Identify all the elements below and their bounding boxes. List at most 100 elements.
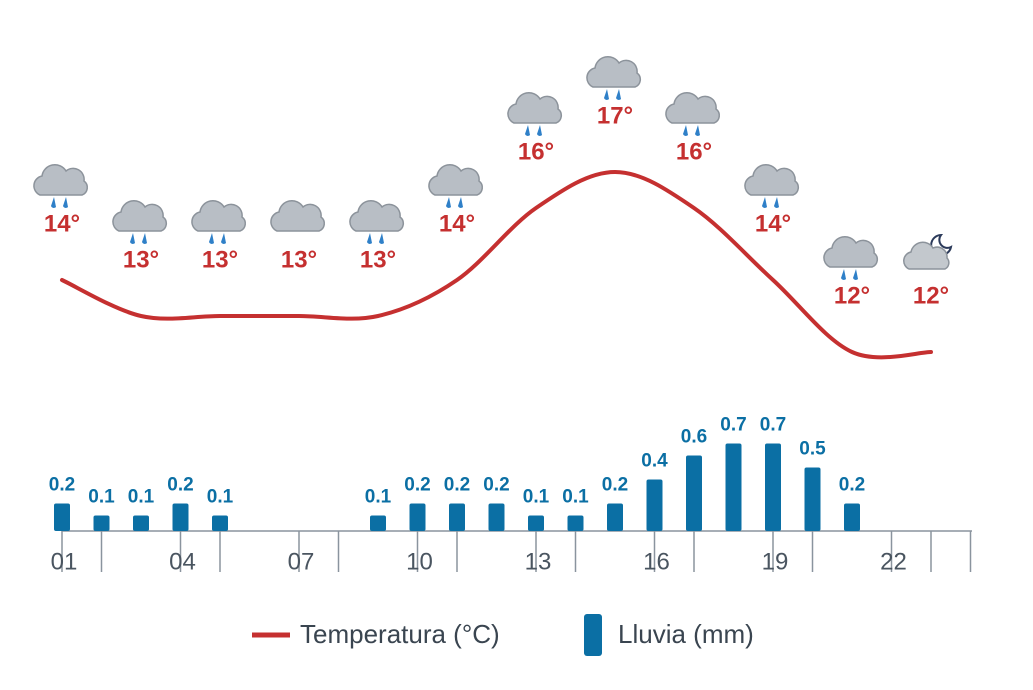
- raindrop: [841, 269, 846, 280]
- raindrop: [604, 89, 609, 100]
- rain-bar: [370, 515, 386, 531]
- rain-label: 0.2: [167, 475, 193, 496]
- raindrop: [367, 233, 372, 244]
- rain-label: 0.2: [839, 475, 865, 496]
- rain-bar: [765, 443, 781, 531]
- raindrop: [209, 233, 214, 244]
- rain-bar: [409, 503, 426, 531]
- weather-icon: [33, 164, 88, 208]
- rain-label: 0.2: [444, 475, 470, 496]
- raindrop: [774, 197, 779, 208]
- cloud: [112, 200, 167, 232]
- raindrop: [853, 269, 858, 280]
- weather-icon: [349, 200, 404, 244]
- rain-bar: [172, 503, 189, 531]
- raindrop: [130, 233, 135, 244]
- rain-label: 0.7: [760, 415, 786, 436]
- rain-bar: [567, 515, 584, 531]
- raindrop: [51, 197, 56, 208]
- cloud: [665, 92, 720, 124]
- legend-bar: [584, 614, 602, 656]
- rain-bar: [212, 515, 228, 531]
- rain-bar: [607, 503, 623, 531]
- raindrop: [683, 125, 688, 136]
- raindrop: [616, 89, 621, 100]
- rain-label: 0.2: [483, 475, 509, 496]
- temperature-label: 13°: [202, 246, 238, 273]
- rain-bar: [725, 443, 742, 531]
- weather-icon: [903, 233, 953, 270]
- weather-icon: [586, 56, 641, 100]
- weather-icon: [191, 200, 246, 244]
- cloud: [744, 164, 799, 196]
- cloud: [349, 200, 404, 232]
- rain-label: 0.5: [799, 439, 826, 460]
- weather-icon: [428, 164, 483, 208]
- weather-icon: [744, 164, 799, 208]
- temperature-line: [60, 169, 933, 360]
- cloud: [270, 200, 325, 232]
- x-tick-label: 16: [643, 548, 670, 575]
- temperature-label: 14°: [439, 210, 475, 237]
- temperature-label: 12°: [913, 282, 949, 309]
- cloud: [191, 200, 246, 232]
- rain-label: 0.1: [88, 487, 115, 508]
- cloud: [903, 241, 950, 270]
- rain-label: 0.2: [404, 475, 430, 496]
- x-tick-label: 22: [880, 548, 907, 575]
- raindrop: [221, 233, 226, 244]
- x-tick-label: 07: [288, 548, 315, 575]
- rain-label: 0.1: [128, 487, 155, 508]
- cloud: [507, 92, 562, 124]
- temperature-label: 12°: [834, 282, 870, 309]
- temperature-label: 17°: [597, 102, 633, 129]
- cloud: [823, 236, 878, 268]
- temperature-label: 13°: [360, 246, 396, 273]
- rain-label: 0.1: [207, 487, 234, 508]
- raindrop: [379, 233, 384, 244]
- rain-label: 0.1: [562, 487, 589, 508]
- cloud: [33, 164, 88, 196]
- rain-bar: [54, 503, 70, 531]
- cloud: [586, 56, 641, 88]
- raindrop: [458, 197, 463, 208]
- rain-label: 0.1: [523, 487, 550, 508]
- raindrop: [446, 197, 451, 208]
- rain-bar: [528, 515, 544, 531]
- temperature-label: 14°: [755, 210, 791, 237]
- raindrop: [63, 197, 68, 208]
- raindrop: [142, 233, 147, 244]
- rain-label: 0.2: [602, 475, 628, 496]
- weather-icon: [507, 92, 562, 136]
- temperature-label: 16°: [676, 138, 712, 165]
- rain-bar: [133, 515, 149, 531]
- rain-label: 0.7: [720, 415, 746, 436]
- temperature-label: 13°: [281, 246, 317, 273]
- weather-icon: [112, 200, 167, 244]
- raindrop: [762, 197, 767, 208]
- x-tick-label: 13: [525, 548, 552, 575]
- legend-label: Lluvia (mm): [618, 619, 754, 649]
- rain-bar: [449, 503, 465, 531]
- rain-label: 0.6: [681, 427, 707, 448]
- weather-icon: [665, 92, 720, 136]
- rain-bar: [686, 455, 702, 531]
- rain-label: 0.1: [365, 487, 392, 508]
- weather-icon: [823, 236, 878, 280]
- rain-bar: [93, 515, 110, 531]
- temperature-label: 14°: [44, 210, 80, 237]
- legend-label: Temperatura (°C): [300, 619, 500, 649]
- rain-bar: [646, 479, 663, 531]
- cloud: [428, 164, 483, 196]
- rain-bar: [804, 467, 821, 531]
- raindrop: [537, 125, 542, 136]
- x-tick-label: 01: [51, 548, 78, 575]
- x-tick-label: 10: [406, 548, 433, 575]
- x-tick-label: 04: [169, 548, 196, 575]
- raindrop: [695, 125, 700, 136]
- rain-label: 0.4: [641, 451, 668, 472]
- temperature-label: 13°: [123, 246, 159, 273]
- rain-bar: [844, 503, 860, 531]
